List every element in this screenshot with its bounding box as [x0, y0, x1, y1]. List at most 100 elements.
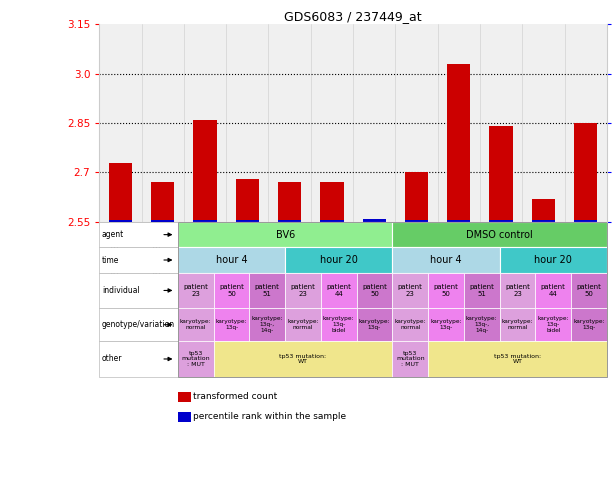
- Bar: [532, 199, 555, 222]
- Bar: [447, 64, 470, 222]
- Text: hour 4: hour 4: [216, 255, 248, 265]
- Bar: [362, 219, 386, 222]
- Bar: [500, 308, 535, 341]
- Bar: [464, 308, 500, 341]
- Bar: [214, 308, 249, 341]
- Text: karyotype:
13q-: karyotype: 13q-: [359, 319, 390, 330]
- Bar: [178, 222, 607, 377]
- Bar: [392, 308, 428, 341]
- Bar: [321, 308, 357, 341]
- Bar: [490, 127, 512, 222]
- Text: patient
23: patient 23: [291, 284, 316, 297]
- Bar: [178, 308, 214, 341]
- Text: patient
50: patient 50: [362, 284, 387, 297]
- Bar: [151, 183, 174, 222]
- Text: percentile rank within the sample: percentile rank within the sample: [193, 412, 346, 422]
- Bar: [500, 273, 535, 308]
- Bar: [574, 220, 597, 222]
- Bar: [235, 179, 259, 222]
- Text: hour 20: hour 20: [535, 255, 572, 265]
- Bar: [353, 24, 395, 222]
- Bar: [320, 220, 343, 222]
- Bar: [99, 273, 178, 308]
- Bar: [268, 24, 311, 222]
- Bar: [285, 273, 321, 308]
- Text: BV6: BV6: [275, 229, 295, 240]
- Bar: [565, 24, 607, 222]
- Text: tp53 mutation:
WT: tp53 mutation: WT: [494, 354, 541, 364]
- Bar: [178, 392, 191, 401]
- Bar: [193, 220, 216, 222]
- Bar: [392, 222, 607, 247]
- Bar: [571, 273, 607, 308]
- Text: transformed count: transformed count: [193, 392, 278, 401]
- Text: time: time: [102, 256, 119, 265]
- Bar: [178, 341, 214, 377]
- Text: karyotype:
13q-
bidel: karyotype: 13q- bidel: [323, 316, 354, 333]
- Text: karyotype:
normal: karyotype: normal: [501, 319, 533, 330]
- Bar: [235, 220, 259, 222]
- Bar: [532, 220, 555, 222]
- Bar: [226, 24, 268, 222]
- Bar: [392, 247, 500, 273]
- Bar: [357, 308, 392, 341]
- Text: genotype/variation: genotype/variation: [102, 320, 175, 329]
- Bar: [480, 24, 522, 222]
- Bar: [392, 341, 428, 377]
- Bar: [405, 172, 428, 222]
- Bar: [249, 308, 285, 341]
- Bar: [109, 163, 132, 222]
- Text: hour 4: hour 4: [430, 255, 462, 265]
- Bar: [464, 273, 500, 308]
- Bar: [357, 273, 392, 308]
- Text: patient
50: patient 50: [219, 284, 244, 297]
- Text: tp53
mutation
: MUT: tp53 mutation : MUT: [181, 351, 210, 367]
- Text: other: other: [102, 355, 122, 364]
- Title: GDS6083 / 237449_at: GDS6083 / 237449_at: [284, 10, 422, 23]
- Bar: [405, 220, 428, 222]
- Bar: [249, 273, 285, 308]
- Text: DMSO control: DMSO control: [466, 229, 533, 240]
- Bar: [109, 220, 132, 222]
- Bar: [395, 24, 438, 222]
- Bar: [178, 247, 285, 273]
- Bar: [99, 341, 178, 377]
- Text: patient
44: patient 44: [326, 284, 351, 297]
- Text: karyotype:
13q-: karyotype: 13q-: [216, 319, 248, 330]
- Bar: [99, 222, 178, 247]
- Bar: [522, 24, 565, 222]
- Bar: [184, 24, 226, 222]
- Bar: [428, 341, 607, 377]
- Bar: [320, 183, 343, 222]
- Bar: [278, 220, 301, 222]
- Text: karyotype:
13q-
bidel: karyotype: 13q- bidel: [538, 316, 569, 333]
- Bar: [278, 183, 301, 222]
- Text: patient
51: patient 51: [255, 284, 280, 297]
- Bar: [428, 308, 464, 341]
- Bar: [490, 220, 512, 222]
- Bar: [214, 273, 249, 308]
- Bar: [178, 412, 191, 422]
- Text: individual: individual: [102, 286, 140, 295]
- Bar: [285, 247, 392, 273]
- Bar: [311, 24, 353, 222]
- Bar: [321, 273, 357, 308]
- Bar: [500, 247, 607, 273]
- Text: karyotype:
13q-,
14q-: karyotype: 13q-, 14q-: [466, 316, 498, 333]
- Bar: [535, 308, 571, 341]
- Text: karyotype:
normal: karyotype: normal: [180, 319, 211, 330]
- Bar: [535, 273, 571, 308]
- Bar: [214, 341, 392, 377]
- Text: karyotype:
13q-: karyotype: 13q-: [573, 319, 605, 330]
- Text: patient
23: patient 23: [183, 284, 208, 297]
- Text: patient
50: patient 50: [433, 284, 459, 297]
- Text: patient
23: patient 23: [505, 284, 530, 297]
- Text: hour 20: hour 20: [320, 255, 358, 265]
- Bar: [178, 222, 392, 247]
- Bar: [99, 247, 178, 273]
- Bar: [574, 123, 597, 222]
- Text: karyotype:
normal: karyotype: normal: [394, 319, 426, 330]
- Bar: [193, 120, 216, 222]
- Text: karyotype:
normal: karyotype: normal: [287, 319, 319, 330]
- Text: karyotype:
13q-: karyotype: 13q-: [430, 319, 462, 330]
